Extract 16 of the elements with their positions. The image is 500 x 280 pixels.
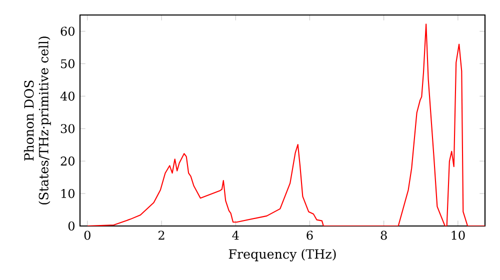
x-tick-label: 10 (452, 230, 465, 240)
y-tick-label: 50 (61, 59, 74, 68)
y-tick-label: 60 (60, 26, 74, 36)
y-tick-label: 40 (60, 92, 74, 101)
x-tick-label: 4 (232, 230, 239, 240)
x-tick-label: 8 (380, 230, 387, 240)
y-tick-label: 10 (61, 189, 74, 198)
y-tick-label: 30 (60, 124, 74, 134)
x-tick-label: 0 (84, 230, 90, 240)
x-tick-label: 2 (158, 230, 164, 240)
x-tick-label: 6 (306, 230, 313, 240)
y-tick-label: 20 (60, 156, 74, 166)
line-series (86, 24, 485, 226)
y-tick-label: 0 (68, 221, 74, 231)
y-axis-title: Phonon DOS (States/THz·primitive cell) (24, 36, 51, 204)
x-axis-title: Frequency (THz) (228, 248, 336, 262)
